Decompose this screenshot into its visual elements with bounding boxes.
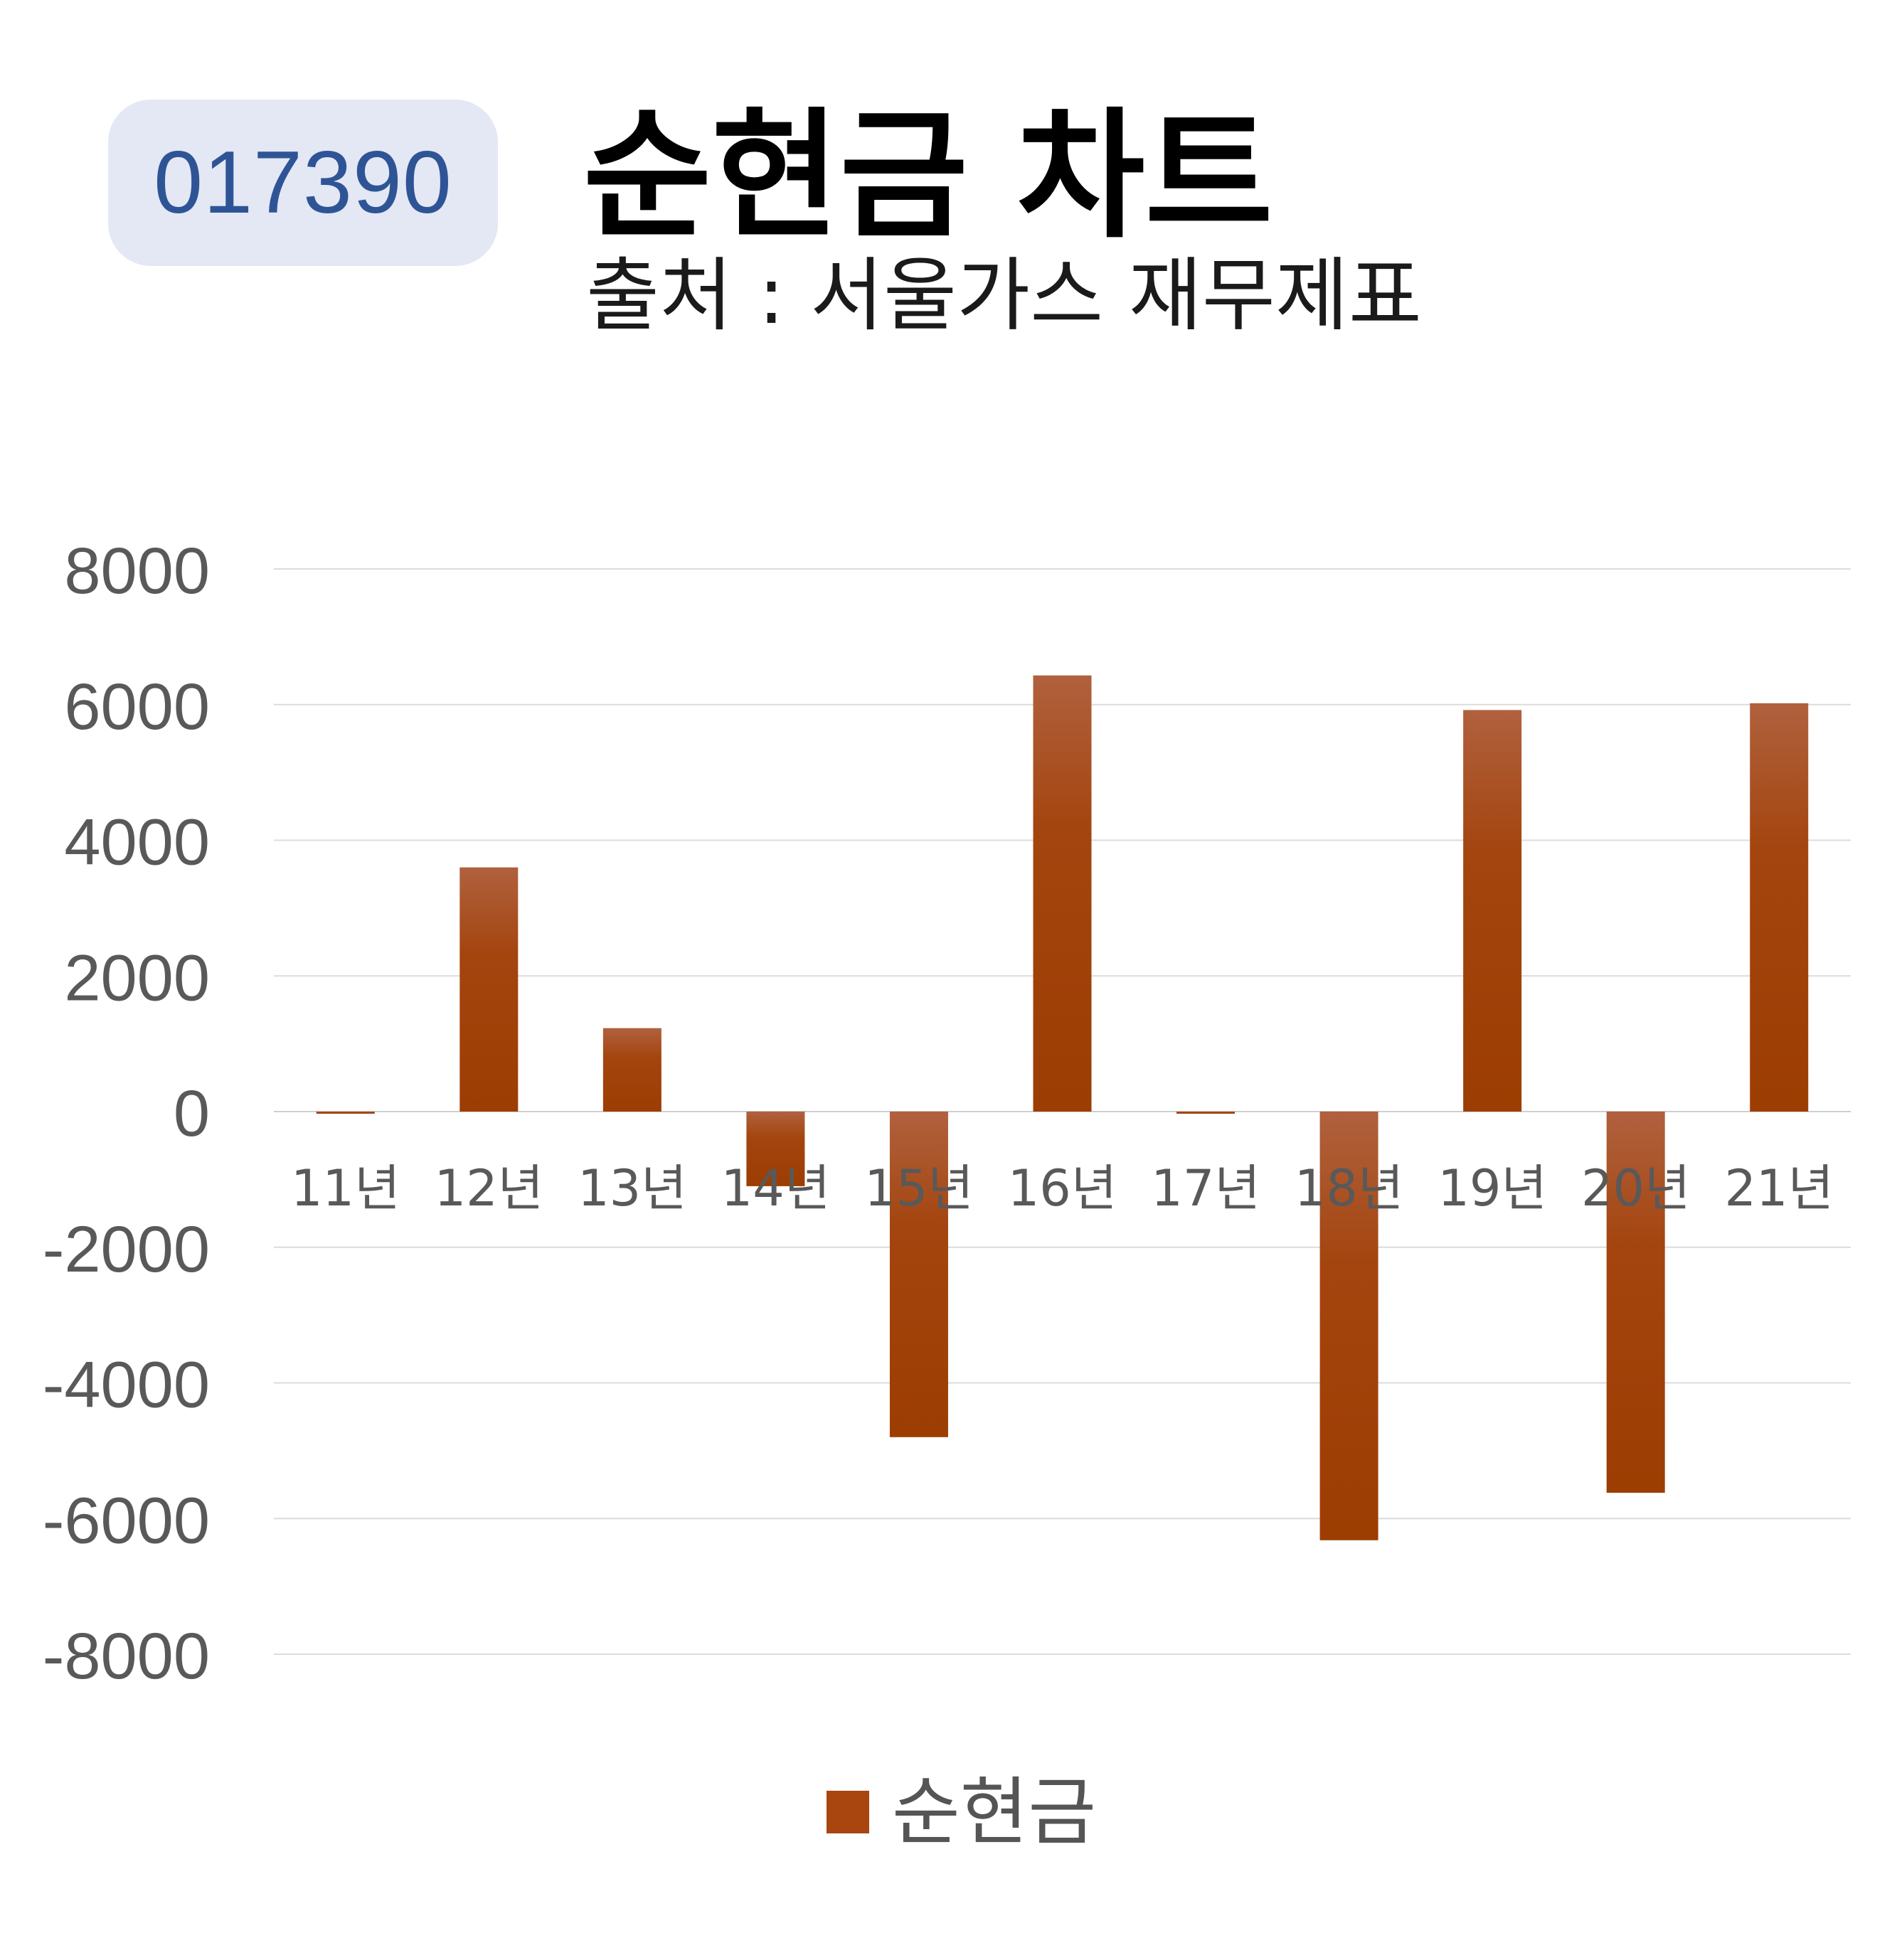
- x-tick-label: 11년: [291, 1159, 400, 1218]
- x-tick-label: 14년: [721, 1159, 830, 1218]
- x-tick-label: 17년: [1151, 1159, 1260, 1218]
- bar-14년: [746, 1112, 805, 1186]
- x-tick-label: 12년: [435, 1159, 543, 1218]
- y-tick-label: 2000: [64, 942, 210, 1014]
- y-tick-label: -8000: [43, 1620, 210, 1693]
- x-tick-label: 15년: [864, 1159, 973, 1218]
- bar-19년: [1463, 710, 1522, 1112]
- bar-20년: [1606, 1112, 1665, 1493]
- chart-title: 순현금 차트: [583, 95, 1273, 257]
- x-tick-label: 20년: [1581, 1159, 1690, 1218]
- y-tick-label: 8000: [64, 535, 210, 607]
- x-tick-label: 13년: [578, 1159, 686, 1218]
- bar-15년: [889, 1112, 948, 1437]
- y-tick-label: 4000: [64, 806, 210, 879]
- x-tick-label: 21년: [1724, 1159, 1833, 1218]
- x-tick-label: 18년: [1295, 1159, 1403, 1218]
- x-tick-label: 16년: [1008, 1159, 1117, 1218]
- bar-16년: [1033, 675, 1092, 1112]
- bar-18년: [1319, 1112, 1378, 1540]
- legend-label: 순현금: [892, 1769, 1097, 1855]
- x-tick-label: 19년: [1438, 1159, 1546, 1218]
- bar-11년: [316, 1112, 375, 1114]
- legend-swatch: [827, 1791, 869, 1833]
- ticker-code: 017390: [154, 134, 452, 232]
- y-tick-label: 0: [174, 1077, 210, 1150]
- bar-13년: [602, 1028, 661, 1112]
- y-axis-ticks: 8000 6000 4000 2000 0 -2000 -4000 -6000 -8000: [43, 535, 210, 1693]
- chart-subtitle: 출처 : 서울가스 재무제표: [586, 250, 1422, 342]
- bar-21년: [1750, 703, 1809, 1112]
- bar-17년: [1176, 1112, 1236, 1114]
- y-tick-label: 6000: [64, 671, 210, 743]
- y-tick-label: -4000: [43, 1349, 210, 1422]
- y-tick-label: -2000: [43, 1213, 210, 1286]
- x-axis-ticks: 11년 12년 13년 14년 15년 16년 17년 18년 19년 20년 21년: [291, 1159, 1834, 1218]
- legend: 순현금: [827, 1775, 1096, 1849]
- bars: [316, 675, 1809, 1540]
- y-tick-label: -6000: [43, 1484, 210, 1557]
- bar-12년: [459, 867, 519, 1112]
- ticker-badge: 017390: [108, 100, 498, 266]
